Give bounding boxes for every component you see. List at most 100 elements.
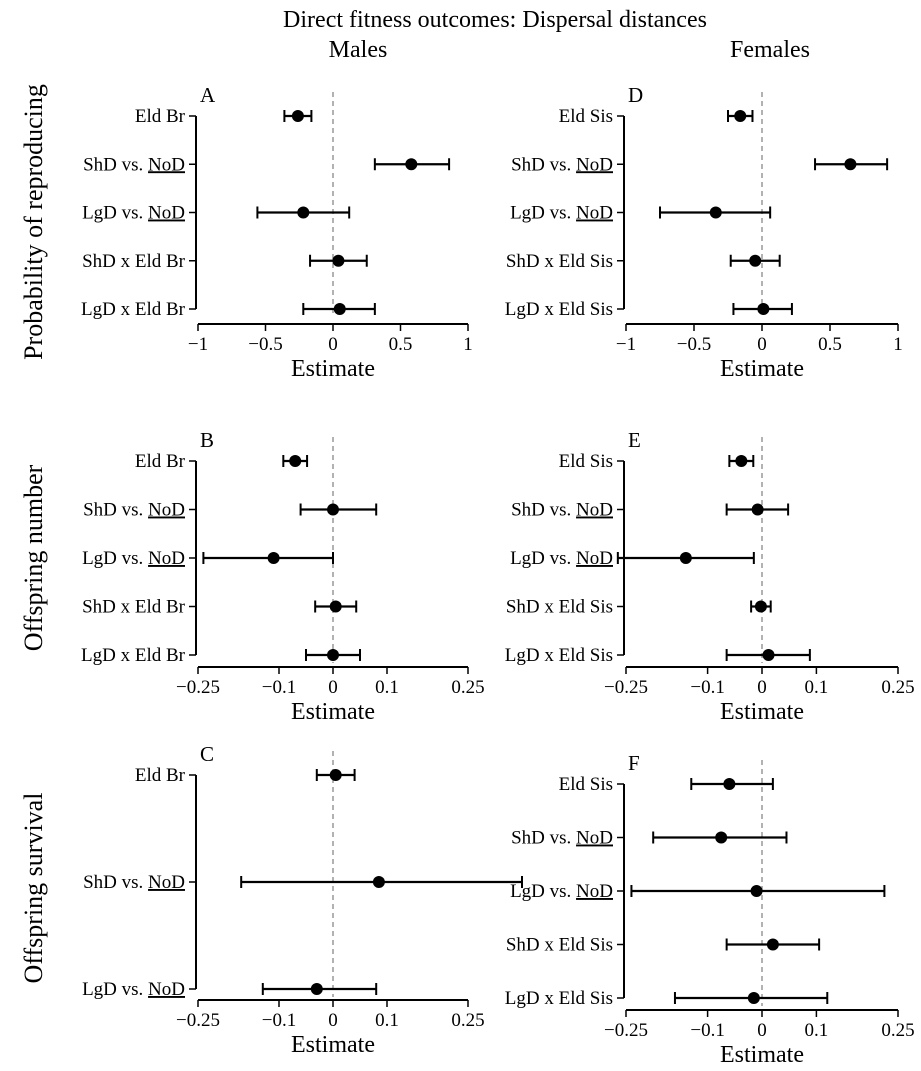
panel-letter-c: C — [200, 742, 214, 766]
x-tick-label-a-0: −1 — [188, 334, 208, 355]
panel-letter-f: F — [628, 751, 640, 775]
x-tick-label-b-4: 0.25 — [451, 677, 484, 698]
category-label-e-0: Eld Sis — [559, 451, 613, 472]
x-tick-label-e-4: 0.25 — [881, 677, 914, 698]
estimate-point-d-0 — [734, 110, 747, 122]
estimate-point-d-2 — [709, 206, 722, 219]
x-tick-label-d-2: 0 — [757, 334, 767, 355]
category-label-b-1: ShD vs. NoD — [83, 500, 185, 521]
x-tick-label-c-4: 0.25 — [451, 1010, 484, 1031]
x-tick-label-e-2: 0 — [757, 677, 767, 698]
panel-a: A −1 −0.5 0 0.5 1 Estimate Eld Br ShD vs. NoD LgD… — [81, 83, 473, 382]
x-tick-label-e-3: 0.1 — [805, 677, 829, 698]
x-tick-label-f-2: 0 — [757, 1020, 767, 1041]
x-tick-label-f-0: −0.25 — [604, 1020, 648, 1041]
category-label-a-2: LgD vs. NoD — [82, 203, 185, 224]
x-tick-label-d-1: −0.5 — [677, 334, 711, 355]
panel-letter-a: A — [200, 83, 216, 107]
column-title-females: Females — [730, 37, 810, 63]
x-tick-label-a-2: 0 — [328, 334, 338, 355]
estimate-point-b-0 — [289, 455, 302, 467]
x-tick-label-a-4: 1 — [463, 334, 473, 355]
x-axis-title-a: Estimate — [291, 356, 375, 382]
category-label-c-1: ShD vs. NoD — [83, 872, 185, 893]
category-label-a-0: Eld Br — [135, 106, 186, 127]
estimate-point-f-1 — [715, 831, 728, 844]
category-label-f-0: Eld Sis — [559, 774, 613, 795]
estimate-point-f-4 — [747, 992, 760, 1004]
x-tick-label-f-3: 0.1 — [805, 1020, 829, 1041]
category-label-e-2: LgD vs. NoD — [510, 548, 613, 569]
estimate-point-c-2 — [310, 983, 323, 995]
category-label-d-3: ShD x Eld Sis — [506, 251, 613, 272]
category-label-b-4: LgD x Eld Br — [81, 645, 186, 666]
category-label-a-4: LgD x Eld Br — [81, 299, 186, 320]
estimate-point-b-1 — [327, 503, 339, 516]
estimate-point-f-2 — [750, 885, 763, 897]
estimate-point-b-3 — [329, 600, 342, 613]
x-tick-label-b-1: −0.1 — [262, 677, 296, 698]
category-label-f-2: LgD vs. NoD — [510, 881, 613, 902]
estimate-point-d-3 — [749, 254, 762, 267]
row-label-offspring-number: Offspring number — [19, 464, 48, 651]
x-axis-title-f: Estimate — [720, 1042, 804, 1068]
estimate-point-a-4 — [333, 303, 346, 315]
category-label-d-2: LgD vs. NoD — [510, 203, 613, 224]
x-tick-label-b-3: 0.1 — [375, 677, 399, 698]
category-label-e-4: LgD x Eld Sis — [505, 645, 613, 666]
panel-c: C −0.25 −0.1 0 0.1 0.25 Estimate Eld Br ShD vs. … — [82, 742, 523, 1058]
panel-letter-d: D — [628, 83, 643, 107]
category-label-d-4: LgD x Eld Sis — [505, 299, 613, 320]
x-axis-title-d: Estimate — [720, 356, 804, 382]
panel-f: F −0.25 −0.1 0 0.1 0.25 Estimate Eld Sis ShD vs.… — [505, 751, 915, 1068]
figure-title: Direct fitness outcomes: Dispersal dista… — [283, 7, 707, 33]
x-tick-label-c-1: −0.1 — [262, 1010, 296, 1031]
category-label-f-4: LgD x Eld Sis — [505, 988, 613, 1009]
panel-d: D −1 −0.5 0 0.5 1 Estimate Eld Sis ShD vs. NoD Lg… — [505, 83, 903, 382]
x-tick-label-d-3: 0.5 — [818, 334, 842, 355]
x-axis-title-e: Estimate — [720, 699, 804, 725]
x-tick-label-e-0: −0.25 — [604, 677, 648, 698]
x-tick-label-e-1: −0.1 — [690, 677, 724, 698]
x-tick-label-f-1: −0.1 — [690, 1020, 724, 1041]
estimate-point-e-4 — [762, 649, 775, 661]
x-tick-label-a-1: −0.5 — [248, 334, 282, 355]
x-axis-title-c: Estimate — [291, 1032, 375, 1058]
row-label-offspring-survival: Offspring survival — [19, 793, 48, 984]
estimate-point-e-0 — [735, 455, 748, 467]
estimate-point-a-3 — [332, 254, 345, 267]
category-label-a-3: ShD x Eld Br — [82, 251, 186, 272]
column-title-males: Males — [329, 37, 388, 63]
estimate-point-e-1 — [751, 503, 764, 516]
x-tick-label-c-3: 0.1 — [375, 1010, 399, 1031]
x-tick-label-c-2: 0 — [328, 1010, 338, 1031]
category-label-b-0: Eld Br — [135, 451, 186, 472]
category-label-d-0: Eld Sis — [559, 106, 613, 127]
estimate-point-a-2 — [297, 206, 310, 219]
x-tick-label-f-4: 0.25 — [881, 1020, 914, 1041]
estimate-point-c-0 — [329, 769, 342, 781]
category-label-e-1: ShD vs. NoD — [511, 500, 613, 521]
x-tick-label-a-3: 0.5 — [389, 334, 413, 355]
estimate-point-e-2 — [679, 552, 692, 564]
x-tick-label-b-2: 0 — [328, 677, 338, 698]
estimate-point-f-0 — [723, 778, 736, 790]
category-label-c-2: LgD vs. NoD — [82, 979, 185, 1000]
estimate-point-f-3 — [766, 938, 779, 951]
category-label-b-3: ShD x Eld Br — [82, 597, 186, 618]
panel-e: E −0.25 −0.1 0 0.1 0.25 Estimate Eld Sis ShD vs.… — [505, 428, 915, 725]
category-label-b-2: LgD vs. NoD — [82, 548, 185, 569]
category-label-e-3: ShD x Eld Sis — [506, 597, 613, 618]
x-tick-label-d-4: 1 — [893, 334, 903, 355]
estimate-point-b-4 — [327, 649, 339, 661]
panels: A −1 −0.5 0 0.5 1 Estimate Eld Br ShD vs. NoD LgD… — [81, 83, 915, 1068]
category-label-f-1: ShD vs. NoD — [511, 828, 613, 849]
estimate-point-d-4 — [757, 303, 770, 315]
estimate-point-d-1 — [844, 158, 857, 171]
category-label-f-3: ShD x Eld Sis — [506, 935, 613, 956]
panel-letter-b: B — [200, 428, 214, 452]
estimate-point-e-3 — [754, 600, 767, 613]
estimate-point-c-1 — [372, 876, 385, 888]
x-axis-title-b: Estimate — [291, 699, 375, 725]
